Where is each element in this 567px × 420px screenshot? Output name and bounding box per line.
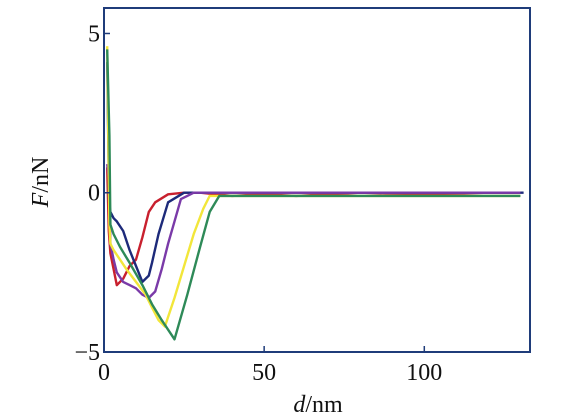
series-line-4 (106, 46, 521, 328)
plot-frame (103, 7, 531, 353)
y-axis-var: F (28, 192, 54, 208)
x-tick-label-0: 0 (98, 360, 110, 386)
x-axis-unit: /nm (305, 392, 343, 418)
series-line-2 (106, 62, 524, 284)
series-line-1 (106, 167, 521, 287)
y-tick-label-2: 5 (88, 21, 100, 47)
x-axis-var: d (293, 392, 306, 418)
y-axis-title: F/nN (28, 157, 54, 209)
y-axis-unit: /nN (28, 157, 54, 193)
y-tick-label-0: −5 (74, 340, 100, 366)
series-layer (106, 46, 524, 341)
x-tick-label-100: 100 (406, 360, 442, 386)
x-tick-label-50: 50 (252, 360, 276, 386)
series-line-5 (106, 49, 521, 341)
x-axis-title: d/nm (293, 392, 343, 418)
y-tick-label-1: 0 (88, 181, 100, 207)
tick-layer: 0 50 100−505 (74, 21, 442, 386)
series-line-3 (106, 163, 521, 300)
